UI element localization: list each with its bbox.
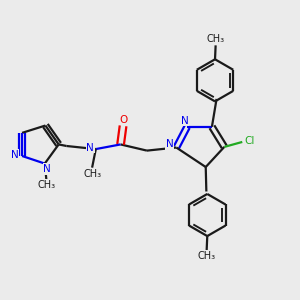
Text: CH₃: CH₃ xyxy=(83,169,101,179)
Text: O: O xyxy=(120,115,128,125)
Text: N: N xyxy=(11,150,19,160)
Text: N: N xyxy=(166,140,173,149)
Text: CH₃: CH₃ xyxy=(37,180,56,190)
Text: N: N xyxy=(181,116,189,126)
Text: N: N xyxy=(44,164,51,174)
Text: CH₃: CH₃ xyxy=(207,34,225,44)
Text: CH₃: CH₃ xyxy=(198,251,216,261)
Text: N: N xyxy=(86,142,94,152)
Text: Cl: Cl xyxy=(244,136,254,146)
